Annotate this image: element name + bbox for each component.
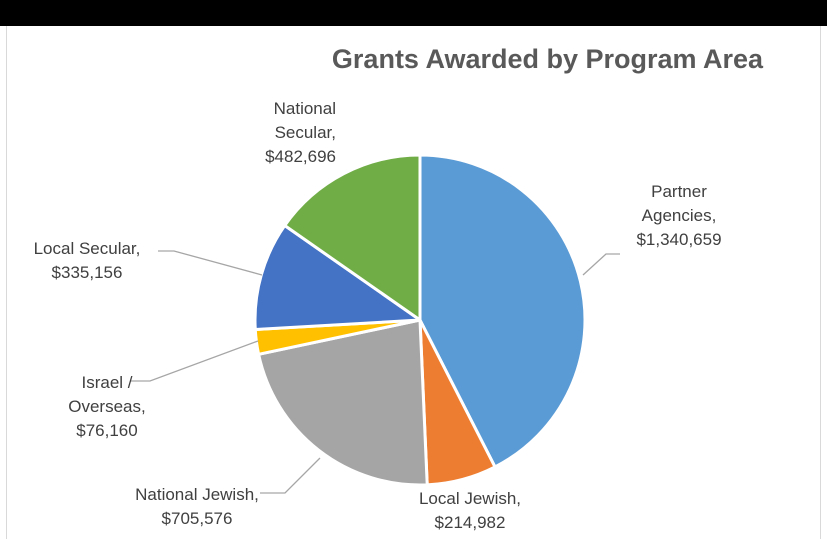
label-value: $335,156: [51, 263, 123, 282]
leader-line-partner: [582, 253, 620, 276]
label-text: National: [273, 99, 336, 118]
label-text: Agencies,: [641, 206, 717, 225]
data-label-israel-overseas: Israel / Overseas, $76,160: [52, 371, 162, 443]
data-label-national-jewish: National Jewish, $705,576: [112, 483, 282, 531]
label-value: $482,696: [265, 147, 336, 166]
label-value: $76,160: [76, 421, 138, 440]
data-label-local-jewish: Local Jewish, $214,982: [405, 487, 535, 535]
window-top-bar: [0, 0, 827, 26]
leader-line-israel: [130, 340, 259, 382]
label-text: Local Secular,: [33, 239, 141, 258]
leader-line-local-secular: [158, 250, 263, 276]
data-label-partner-agencies: Partner Agencies, $1,340,659: [620, 180, 738, 252]
pie-slice-national-jewish: [257, 318, 429, 487]
pie-slice-partner-agencies: [418, 153, 587, 469]
label-value: $1,340,659: [636, 230, 722, 249]
leader-line-national-jewish: [260, 457, 321, 494]
data-label-local-secular: Local Secular, $335,156: [12, 237, 162, 285]
chart-title: Grants Awarded by Program Area: [331, 44, 764, 74]
label-text: Partner: [651, 182, 707, 201]
label-text: Israel /: [81, 373, 133, 392]
data-label-national-secular: National Secular, $482,696: [236, 97, 336, 169]
label-text: Local Jewish,: [418, 489, 522, 508]
label-text: National Jewish,: [135, 485, 259, 504]
label-value: $214,982: [434, 513, 506, 532]
pie-slice-national-secular: [283, 153, 422, 322]
label-value: $705,576: [161, 509, 233, 528]
label-text: Overseas,: [68, 397, 146, 416]
label-text: Secular,: [274, 123, 336, 142]
